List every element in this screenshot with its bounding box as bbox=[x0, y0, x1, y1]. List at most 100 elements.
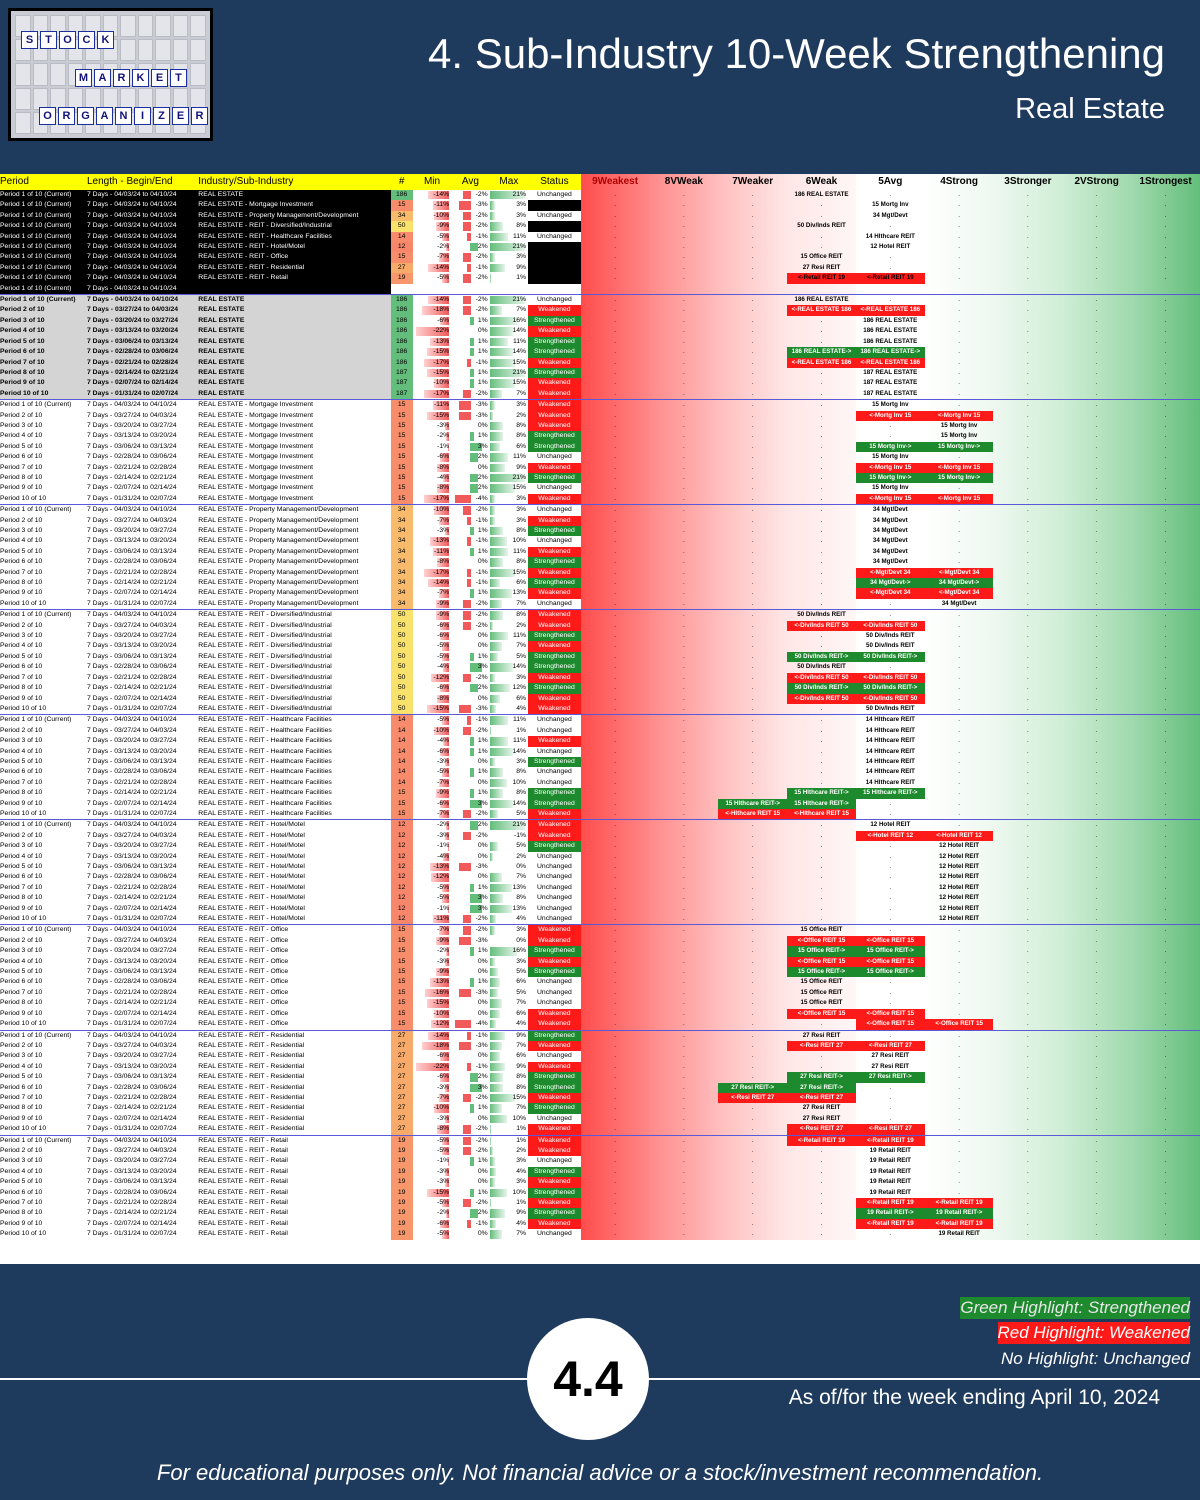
strength-cell: . bbox=[718, 651, 788, 663]
avg-cell: -2% bbox=[451, 831, 489, 841]
count-cell: 15 bbox=[390, 452, 413, 463]
strength-cell: 50 Div/Inds REIT-> bbox=[787, 683, 856, 694]
strength-cell: <-Hlthcare REIT 15 bbox=[718, 808, 788, 820]
industry-cell: REAL ESTATE - Mortgage Investment bbox=[198, 411, 314, 419]
avg-cell: 2% bbox=[451, 1208, 489, 1218]
max-bar bbox=[489, 611, 504, 620]
strength-cell: . bbox=[580, 410, 650, 421]
count-cell: 15 bbox=[390, 798, 413, 809]
strength-cell: . bbox=[718, 736, 788, 747]
avg-value: 3% bbox=[477, 894, 488, 902]
strength-cell: . bbox=[787, 200, 856, 211]
period-cell: Period 9 of 10 bbox=[0, 378, 87, 389]
strength-cell: . bbox=[993, 357, 1063, 368]
count-cell: 19 bbox=[390, 1145, 413, 1157]
avg-value: 3% bbox=[477, 663, 488, 671]
strength-cell: . bbox=[855, 808, 925, 820]
strength-cell: 15 Office REIT-> bbox=[787, 946, 856, 957]
strength-cell: . bbox=[580, 462, 650, 473]
strength-cell: . bbox=[718, 703, 788, 715]
max-bar bbox=[489, 642, 502, 651]
avg-value: -4% bbox=[475, 494, 488, 502]
strength-cell: 27 Resi REIT bbox=[787, 1029, 856, 1041]
min-bar bbox=[444, 757, 450, 767]
table-row: Period 4 of 10 7 Days - 03/13/24 to 03/20… bbox=[0, 536, 1200, 547]
strength-cell: . bbox=[649, 1134, 719, 1146]
period-cell: Period 10 of 10 bbox=[0, 599, 47, 607]
strength-cell: . bbox=[718, 294, 788, 306]
strength-cell: . bbox=[787, 410, 856, 421]
length-cell: 7 Days - 03/27/24 to 04/03/24 bbox=[87, 516, 177, 524]
logo-letter: R bbox=[191, 107, 208, 125]
length-cell: 7 Days - 03/06/24 to 03/13/24 bbox=[87, 757, 177, 765]
min-bar bbox=[444, 831, 450, 841]
max-cell bbox=[489, 283, 529, 295]
min-cell: -13% bbox=[413, 337, 451, 347]
strength-cell: <-Div/Inds REIT 50 bbox=[855, 672, 925, 684]
max-cell: 4% bbox=[489, 1019, 528, 1030]
strength-cell: . bbox=[993, 620, 1063, 632]
min-bar bbox=[428, 579, 450, 588]
min-bar bbox=[440, 632, 450, 641]
logo-tile bbox=[120, 15, 136, 38]
page-title: 4. Sub-Industry 10-Week Strengthening bbox=[428, 30, 1165, 77]
strength-cell: . bbox=[924, 367, 994, 379]
table-row: Period 4 of 10 7 Days - 03/13/24 to 03/20… bbox=[0, 326, 1200, 337]
logo-tile bbox=[190, 15, 206, 38]
avg-bar bbox=[462, 621, 471, 631]
status-cell: Weakened bbox=[528, 252, 581, 263]
strength-cell: . bbox=[787, 1229, 856, 1240]
period-cell: Period 4 of 10 bbox=[0, 432, 43, 440]
strength-cell: . bbox=[924, 788, 994, 799]
table-row: Period 7 of 10 7 Days - 02/21/24 to 02/28… bbox=[0, 672, 1200, 684]
strength-cell: . bbox=[718, 190, 788, 201]
min-cell: -15% bbox=[413, 1188, 451, 1198]
max-cell: 8% bbox=[489, 221, 529, 232]
table-row: Period 10 of 10 7 Days - 01/31/24 to 02/0… bbox=[0, 598, 1200, 610]
strength-cell: . bbox=[787, 315, 856, 327]
strength-cell: . bbox=[1131, 882, 1200, 894]
logo-tile bbox=[137, 15, 154, 38]
table-row: Period 5 of 10 7 Days - 03/06/24 to 03/13… bbox=[0, 1072, 1200, 1083]
logo-letter: N bbox=[115, 107, 132, 125]
status-cell: Strengthened bbox=[528, 1082, 581, 1093]
count-cell: 34 bbox=[390, 504, 413, 516]
avg-value: 3% bbox=[477, 799, 488, 807]
length-cell: 7 Days - 03/27/24 to 04/03/24 bbox=[87, 1146, 177, 1154]
strength-cell: 27 Resi REIT-> bbox=[718, 1082, 788, 1093]
max-cell: 0% bbox=[490, 936, 528, 946]
industry-cell: REAL ESTATE - REIT - Diversified/Industr… bbox=[198, 694, 332, 702]
strength-cell: . bbox=[718, 631, 788, 642]
max-bar bbox=[489, 1219, 497, 1229]
count-cell: 50 bbox=[390, 620, 413, 632]
period-cell: Period 1 of 10 (Current) bbox=[0, 242, 87, 253]
strength-cell: . bbox=[649, 367, 719, 379]
strength-cell: . bbox=[855, 872, 925, 883]
avg-bar bbox=[466, 1219, 471, 1229]
min-bar bbox=[444, 527, 450, 536]
max-bar bbox=[489, 1136, 492, 1145]
logo-letter: K bbox=[132, 69, 149, 87]
status-cell: Weakened bbox=[528, 410, 581, 421]
min-cell: -9% bbox=[413, 967, 451, 977]
length-cell: 7 Days - 02/21/24 to 02/28/24 bbox=[87, 778, 177, 786]
status-cell: Strengthened bbox=[528, 1103, 581, 1114]
count-cell: 14 bbox=[390, 746, 413, 757]
max-cell: 11% bbox=[489, 337, 528, 347]
strength-cell: <-Div/Inds REIT 50 bbox=[787, 672, 856, 684]
avg-cell: 0% bbox=[451, 757, 489, 767]
strength-cell: . bbox=[924, 305, 994, 316]
max-bar bbox=[489, 463, 505, 472]
length-cell: 7 Days - 01/31/24 to 02/07/24 bbox=[87, 1230, 177, 1238]
length-cell: 7 Days - 01/31/24 to 02/07/24 bbox=[87, 494, 177, 502]
strength-cell: . bbox=[1131, 1187, 1200, 1198]
logo-tile bbox=[172, 15, 189, 38]
strength-cell: . bbox=[787, 588, 856, 599]
avg-cell: -2% bbox=[451, 726, 489, 736]
strength-cell: . bbox=[924, 693, 994, 704]
avg-bar bbox=[470, 337, 475, 347]
length-cell: 7 Days - 02/21/24 to 02/28/24 bbox=[87, 988, 177, 996]
strength-cell: . bbox=[1131, 1229, 1200, 1240]
max-value: 1% bbox=[516, 274, 527, 282]
avg-bar bbox=[470, 894, 483, 903]
